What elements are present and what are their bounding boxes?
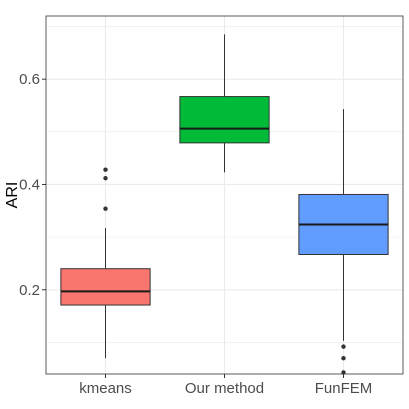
y-axis-title: ARI (4, 182, 21, 209)
box-our-method (179, 34, 270, 173)
y-tick-label: 0.4 (19, 176, 40, 193)
x-axis: kmeans Our method FunFEM (79, 374, 372, 397)
outlier-point (341, 344, 346, 349)
x-tick-label: kmeans (79, 380, 132, 397)
x-tick-label: Our method (185, 380, 264, 397)
box-body (60, 268, 151, 306)
y-axis: 0.2 0.4 0.6 (19, 71, 46, 299)
box-body (179, 96, 270, 144)
outlier-point (341, 370, 346, 375)
y-tick-label: 0.6 (19, 71, 40, 88)
x-tick-label: FunFEM (315, 380, 373, 397)
box-funfem (298, 109, 389, 375)
boxes (60, 34, 389, 375)
outlier-point (103, 167, 108, 172)
box-kmeans (60, 167, 151, 359)
outlier-point (341, 356, 346, 361)
outlier-point (103, 206, 108, 211)
outlier-point (103, 175, 108, 181)
y-tick-label: 0.2 (19, 282, 40, 299)
